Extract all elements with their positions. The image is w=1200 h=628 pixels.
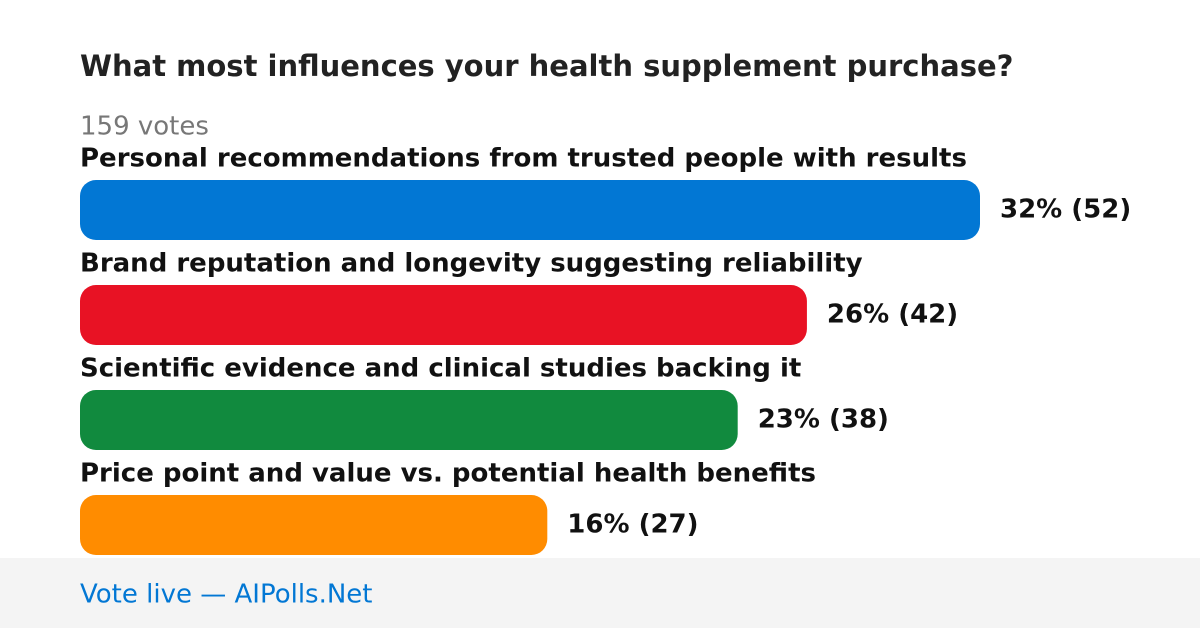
vote-count: 159 votes	[80, 112, 209, 142]
option-label: Scientific evidence and clinical studies…	[80, 354, 801, 384]
bar	[80, 390, 738, 450]
value-label: 26% (42)	[827, 300, 958, 330]
footer-bar	[0, 558, 1200, 628]
bar	[80, 495, 548, 555]
value-label: 16% (27)	[567, 510, 698, 540]
value-label: 23% (38)	[758, 405, 889, 435]
option-label: Personal recommendations from trusted pe…	[80, 144, 967, 174]
bar	[80, 285, 807, 345]
option-label: Brand reputation and longevity suggestin…	[80, 249, 863, 279]
value-label: 32% (52)	[1000, 195, 1131, 225]
footer-link[interactable]: Vote live — AIPolls.Net	[80, 580, 373, 610]
option-label: Price point and value vs. potential heal…	[80, 459, 816, 489]
chart-title: What most influences your health supplem…	[80, 49, 1013, 83]
bar	[80, 180, 980, 240]
